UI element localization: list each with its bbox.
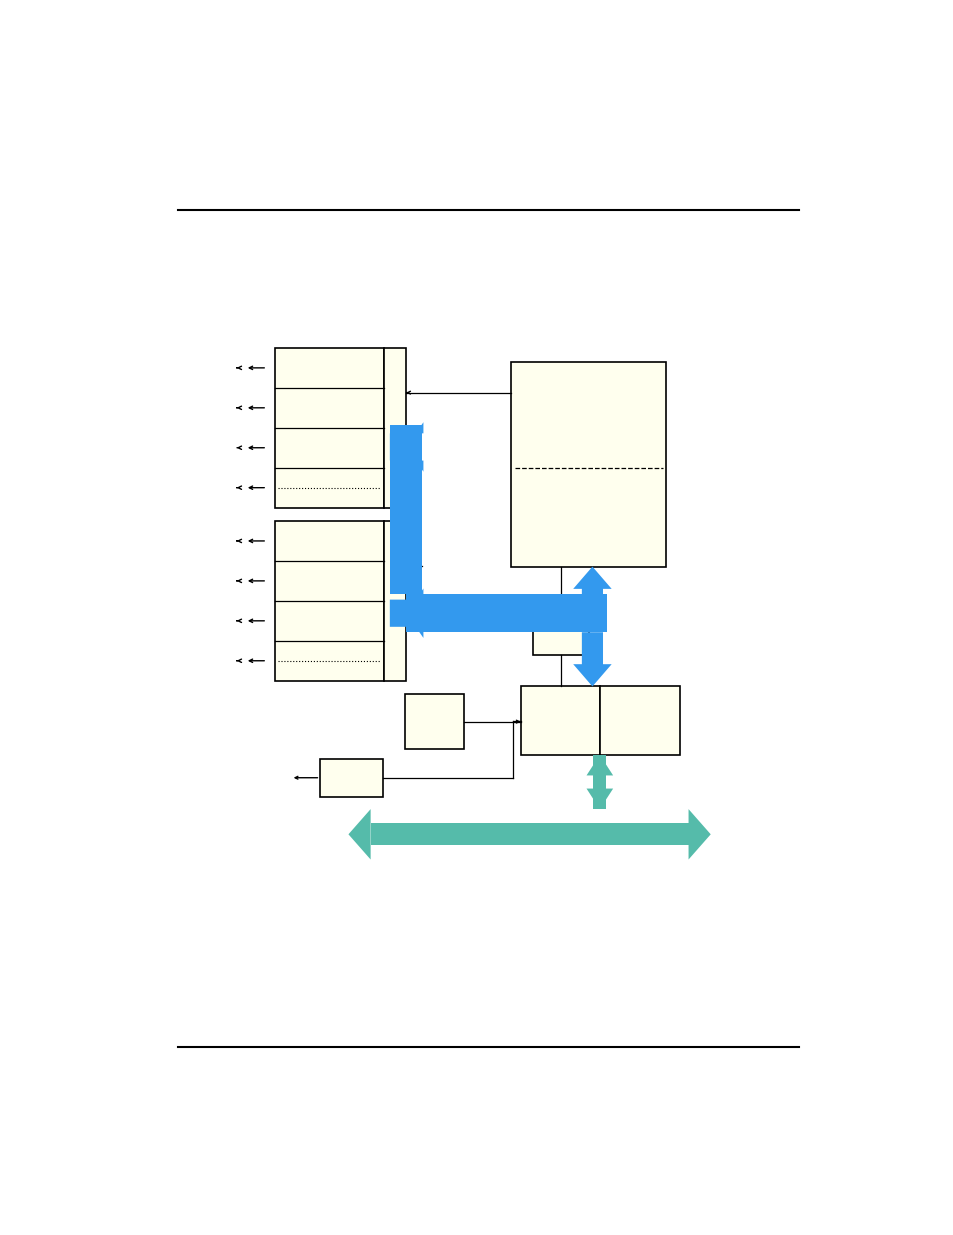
Bar bbox=[533, 598, 588, 655]
Bar bbox=[274, 521, 383, 680]
Bar bbox=[383, 348, 406, 508]
Bar bbox=[520, 687, 599, 755]
Polygon shape bbox=[688, 809, 710, 860]
Bar bbox=[406, 594, 607, 632]
Bar bbox=[383, 521, 406, 680]
Bar bbox=[320, 758, 383, 797]
Polygon shape bbox=[390, 422, 423, 472]
Bar bbox=[390, 425, 422, 594]
Polygon shape bbox=[586, 789, 613, 809]
Polygon shape bbox=[390, 589, 423, 638]
Bar bbox=[593, 755, 606, 809]
Polygon shape bbox=[586, 755, 613, 776]
Bar bbox=[404, 694, 463, 750]
Polygon shape bbox=[573, 567, 611, 594]
Bar bbox=[599, 687, 679, 755]
Bar bbox=[370, 824, 688, 845]
Polygon shape bbox=[573, 632, 611, 687]
Bar bbox=[274, 348, 383, 508]
Bar bbox=[511, 362, 665, 567]
Polygon shape bbox=[348, 809, 370, 860]
